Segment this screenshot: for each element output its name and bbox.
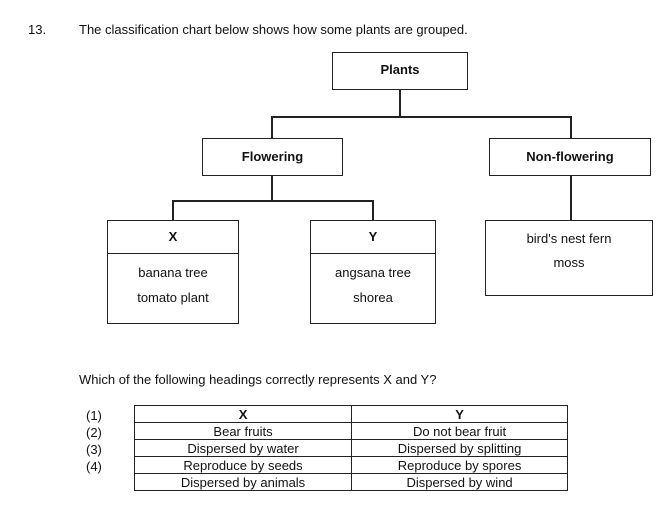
nf-item: bird's nest fern xyxy=(526,231,612,246)
cell-x: Dispersed by water xyxy=(133,439,353,457)
x-item: banana tree xyxy=(138,265,208,280)
connector-line xyxy=(570,116,572,138)
x-items: banana tree tomato plant xyxy=(108,254,238,310)
nf-items: bird's nest fern moss xyxy=(486,221,652,275)
connector-line xyxy=(172,200,174,220)
header-y: Y xyxy=(351,405,568,423)
cell-y: Do not bear fruit xyxy=(351,422,568,440)
answer-table: X Y Bear fruits Do not bear fruit Disper… xyxy=(133,405,568,491)
connector-line xyxy=(372,200,374,220)
flowering-label: Flowering xyxy=(241,149,304,164)
connector-line xyxy=(570,176,572,220)
cell-y: Dispersed by splitting xyxy=(351,439,568,457)
non-flowering-label: Non-flowering xyxy=(526,149,614,164)
cell-x: Bear fruits xyxy=(133,422,353,440)
x-item: tomato plant xyxy=(137,290,209,305)
plants-label: Plants xyxy=(380,62,420,77)
table-row: Reproduce by seeds Reproduce by spores xyxy=(133,456,568,474)
non-flowering-items-box: bird's nest fern moss xyxy=(485,220,653,296)
option-number: (1) xyxy=(86,408,102,423)
y-item: shorea xyxy=(353,290,393,305)
connector-line xyxy=(399,90,401,117)
table-header-row: X Y xyxy=(133,405,568,423)
y-item: angsana tree xyxy=(335,265,411,280)
x-box-label: X xyxy=(108,221,238,254)
cell-y: Reproduce by spores xyxy=(351,456,568,474)
non-flowering-box: Non-flowering xyxy=(489,138,651,176)
question-number: 13. xyxy=(28,22,47,37)
plants-box: Plants xyxy=(332,52,468,90)
y-box-label: Y xyxy=(311,221,435,254)
x-box: X banana tree tomato plant xyxy=(107,220,239,324)
cell-x: Dispersed by animals xyxy=(133,473,353,491)
y-box: Y angsana tree shorea xyxy=(310,220,436,324)
connector-line xyxy=(271,176,273,201)
table-row: Dispersed by water Dispersed by splittin… xyxy=(133,439,568,457)
option-number: (3) xyxy=(86,442,102,457)
option-numbers: (1) (2) (3) (4) xyxy=(86,407,102,475)
flowering-box: Flowering xyxy=(202,138,343,176)
cell-y: Dispersed by wind xyxy=(351,473,568,491)
connector-line xyxy=(172,200,374,202)
table-row: Bear fruits Do not bear fruit xyxy=(133,422,568,440)
nf-item: moss xyxy=(553,255,585,270)
option-number: (4) xyxy=(86,459,102,474)
connector-line xyxy=(271,116,273,138)
question-prompt: Which of the following headings correctl… xyxy=(79,372,437,387)
cell-x: Reproduce by seeds xyxy=(133,456,353,474)
option-number: (2) xyxy=(86,425,102,440)
question-text: The classification chart below shows how… xyxy=(79,22,468,37)
table-row: Dispersed by animals Dispersed by wind xyxy=(133,473,568,491)
connector-line xyxy=(271,116,571,118)
y-items: angsana tree shorea xyxy=(311,254,435,310)
header-x: X xyxy=(133,405,353,423)
